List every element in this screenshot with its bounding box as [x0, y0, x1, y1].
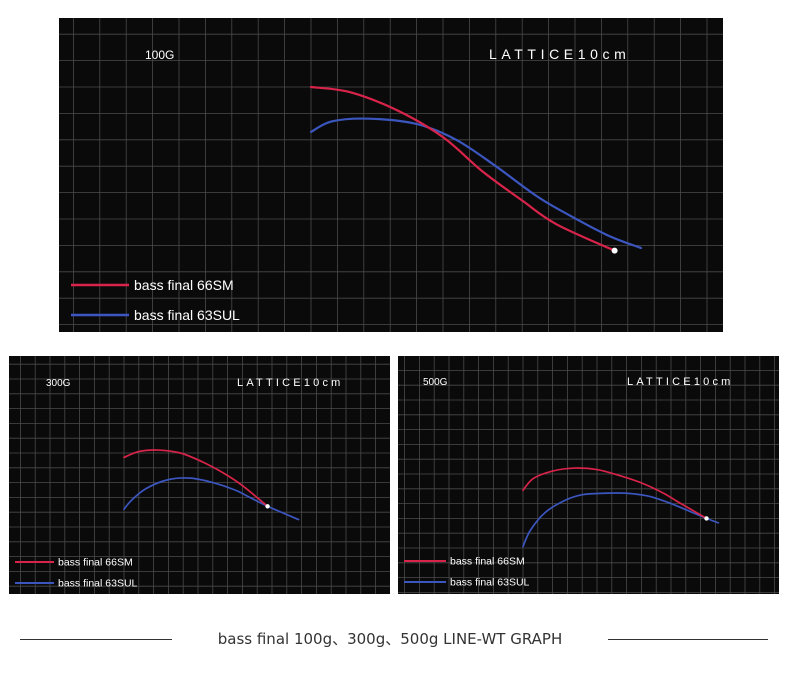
- chart-background: [59, 18, 723, 332]
- graph-caption: bass final 100g、300g、500g LINE-WT GRAPH: [217, 630, 563, 648]
- legend-label-bass-final-66sm: bass final 66SM: [134, 277, 234, 293]
- load-label: 100G: [145, 48, 174, 62]
- load-label: 500G: [423, 377, 448, 388]
- lattice-grid: [9, 356, 390, 594]
- series-line-bass-final-66sm: [123, 449, 269, 508]
- caption-divider-right: [608, 639, 768, 640]
- series-line-bass-final-66sm: [522, 467, 708, 520]
- legend-label-bass-final-66sm: bass final 66SM: [58, 557, 133, 569]
- chart-background: [9, 356, 390, 594]
- chart-500g: 500G LATTICE10cm bass final 66SM bass final…: [398, 356, 779, 594]
- series-line-bass-final-63sul: [522, 492, 720, 548]
- legend-label-bass-final-63sul: bass final 63SUL: [450, 577, 530, 589]
- lattice-grid: [59, 18, 723, 332]
- tip-marker: [611, 247, 618, 254]
- chart-100g: 100G LATTICE10cm bass final 66SM bass final…: [59, 18, 723, 332]
- tip-marker: [704, 516, 709, 521]
- tip-marker: [265, 504, 270, 509]
- lattice-label: LATTICE10cm: [489, 46, 630, 62]
- load-label: 300G: [46, 378, 71, 389]
- legend-label-bass-final-66sm: bass final 66SM: [450, 556, 525, 568]
- lattice-label: LATTICE10cm: [627, 376, 734, 388]
- legend-label-bass-final-63sul: bass final 63SUL: [58, 578, 138, 590]
- legend-label-bass-final-63sul: bass final 63SUL: [134, 307, 240, 323]
- series-line-bass-final-63sul: [123, 477, 300, 521]
- lattice-grid: [398, 356, 779, 594]
- chart-300g: 300G LATTICE10cm bass final 66SM bass final…: [9, 356, 390, 594]
- caption-divider-left: [20, 639, 172, 640]
- series-line-bass-final-63sul: [309, 117, 643, 250]
- lattice-label: LATTICE10cm: [237, 377, 344, 389]
- series-line-bass-final-66sm: [309, 85, 616, 252]
